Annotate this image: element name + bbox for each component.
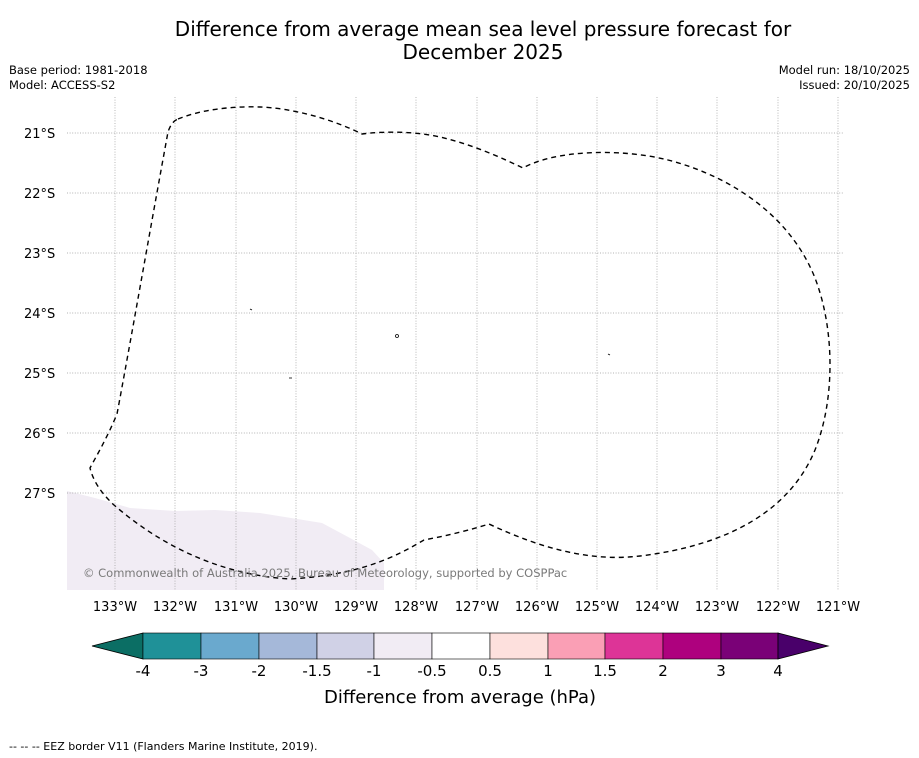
colorbar-bin	[258, 632, 318, 660]
lon-label: 122°W	[756, 600, 800, 615]
eez-border	[89, 106, 831, 580]
map-title: Difference from average mean sea level p…	[0, 18, 919, 64]
lat-label: 22°S	[24, 187, 55, 202]
colorbar-extend-low	[91, 632, 144, 660]
lon-label: 127°W	[455, 600, 499, 615]
lon-label: 126°W	[515, 600, 559, 615]
colorbar-tick: -1	[367, 662, 382, 680]
colorbar-tick: -4	[136, 662, 151, 680]
colorbar-tick: 0.5	[478, 662, 502, 680]
copyright-text: © Commonwealth of Australia 2025, Bureau…	[83, 566, 567, 580]
colorbar-bin	[662, 632, 722, 660]
lon-label: 123°W	[695, 600, 739, 615]
colorbar-tick: -0.5	[417, 662, 446, 680]
colorbar-bin	[373, 632, 433, 660]
colorbar-bin	[547, 632, 606, 660]
colorbar-tick: -1.5	[302, 662, 331, 680]
colorbar-bin	[431, 632, 491, 660]
colorbar	[91, 632, 830, 660]
lon-label: 124°W	[635, 600, 679, 615]
lat-label: 26°S	[24, 427, 55, 442]
colorbar-tick: 3	[716, 662, 726, 680]
colorbar-label: Difference from average (hPa)	[324, 687, 596, 708]
lon-label: 129°W	[334, 600, 378, 615]
lon-label: 121°W	[816, 600, 860, 615]
lat-label: 27°S	[24, 487, 55, 502]
colorbar-bin	[720, 632, 779, 660]
gridlines	[67, 97, 843, 590]
colorbar-bin	[604, 632, 664, 660]
colorbar-tick: 1.5	[593, 662, 617, 680]
lat-label: 24°S	[24, 307, 55, 322]
title-line-1: Difference from average mean sea level p…	[174, 17, 792, 41]
colorbar-tick: 1	[543, 662, 553, 680]
lat-label: 23°S	[24, 247, 55, 262]
colorbar-tick: -3	[194, 662, 209, 680]
lon-label: 131°W	[214, 600, 258, 615]
lon-label: 133°W	[93, 600, 137, 615]
base-period: Base period: 1981-2018	[9, 63, 148, 77]
colorbar-tick: -2	[252, 662, 267, 680]
lat-label: 25°S	[24, 367, 55, 382]
meta-left: Base period: 1981-2018 Model: ACCESS-S2	[9, 63, 148, 93]
title-line-2: December 2025	[402, 40, 564, 64]
lon-label: 125°W	[575, 600, 619, 615]
meta-right: Model run: 18/10/2025 Issued: 20/10/2025	[779, 63, 910, 93]
lon-label: 130°W	[274, 600, 318, 615]
colorbar-bin	[142, 632, 202, 660]
lon-labels: 133°W 132°W 131°W 130°W 129°W 128°W 127°…	[93, 600, 860, 615]
colorbar-bin	[200, 632, 260, 660]
colorbar-bin	[489, 632, 549, 660]
colorbar-tick: 2	[658, 662, 668, 680]
colorbar-bin	[316, 632, 375, 660]
colorbar-ticks: -4 -3 -2 -1.5 -1 -0.5 0.5 1 1.5 2 3 4	[136, 662, 783, 680]
colorbar-tick: 4	[773, 662, 783, 680]
colorbar-extend-high	[777, 632, 830, 660]
lat-label: 21°S	[24, 127, 55, 142]
anomaly-shading	[67, 491, 384, 590]
issued-date: Issued: 20/10/2025	[799, 78, 910, 92]
model-name: Model: ACCESS-S2	[9, 78, 116, 92]
lon-label: 132°W	[153, 600, 197, 615]
islands	[249, 308, 611, 379]
eez-legend-note: -- -- -- EEZ border V11 (Flanders Marine…	[9, 740, 318, 753]
lat-labels: 21°S 22°S 23°S 24°S 25°S 26°S 27°S	[24, 127, 55, 502]
lon-label: 128°W	[394, 600, 438, 615]
model-run: Model run: 18/10/2025	[778, 63, 910, 77]
